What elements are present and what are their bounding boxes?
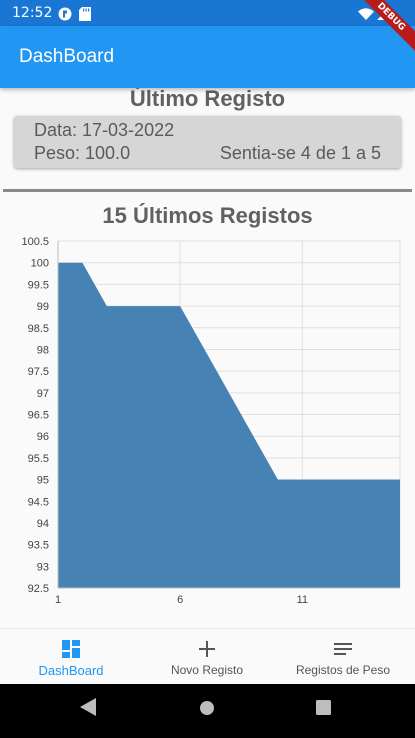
recents-icon[interactable] [316,700,331,715]
y-tick-label: 98.5 [28,323,49,335]
wifi-icon [358,8,374,20]
y-tick-label: 95 [37,475,49,487]
y-tick-label: 99 [37,301,49,313]
sd-card-icon [79,7,91,21]
last-record-feeling: Sentia-se 4 de 1 a 5 [219,143,381,163]
nav-item-label: DashBoard [38,663,104,678]
x-tick-label: 6 [177,594,183,606]
app-bar-title: DashBoard [19,46,115,67]
status-bar: 12:52 DEBUG [0,0,415,58]
y-tick-label: 97.5 [28,366,49,378]
home-icon[interactable] [199,700,215,716]
y-tick-label: 94.5 [28,496,49,508]
y-tick-label: 97 [37,388,49,400]
weight-area-chart: 100.5 100 99.5 99 98.5 98 97.5 97 96.5 96 95.5 95 94… [21,236,401,606]
add-icon [199,641,215,657]
x-tick-label: 11 [297,594,308,606]
section-divider [3,189,412,192]
y-tick-label: 96.5 [28,410,49,422]
list-icon [334,643,352,655]
y-tick-label: 95.5 [28,453,49,465]
dashboard-content: Último Registo Data: 17-03-2022 Peso: 10… [0,86,415,628]
nav-item-label: Novo Registo [170,663,244,677]
system-navigation-bar [0,684,415,738]
series-area [58,262,400,588]
last-record-date: Data: 17-03-2022 [34,120,175,140]
last-record-weight: Peso: 100.0 [34,143,131,163]
y-tick-label: 93 [37,561,49,573]
y-tick-label: 100.5 [21,236,49,248]
back-icon[interactable] [80,698,96,716]
y-tick-label: 94 [37,518,49,530]
nav-item-novo-registo[interactable]: Novo Registo [138,629,276,685]
y-tick-label: 100 [31,258,49,270]
bottom-navigation: DashBoard Novo Registo Registos de Peso [0,628,415,684]
app-bar: DashBoard [0,26,415,88]
y-tick-label: 92.5 [28,583,49,595]
status-time: 12:52 [12,5,53,21]
y-tick-label: 98 [37,344,49,356]
nav-item-label: Registos de Peso [295,663,391,677]
chart-title: 15 Últimos Registos [102,203,313,228]
last-record-title: Último Registo [129,86,286,111]
y-tick-label: 96 [37,431,49,443]
app-notification-icon [58,7,72,21]
y-tick-label: 99.5 [28,279,49,291]
nav-item-dashboard[interactable]: DashBoard [2,629,140,685]
y-tick-label: 93.5 [28,540,49,552]
nav-item-registos-de-peso[interactable]: Registos de Peso [274,629,412,685]
last-record-card: Data: 17-03-2022 Peso: 100.0 Sentia-se 4… [14,116,401,168]
dashboard-icon [62,640,80,658]
x-tick-label: 1 [55,594,61,606]
